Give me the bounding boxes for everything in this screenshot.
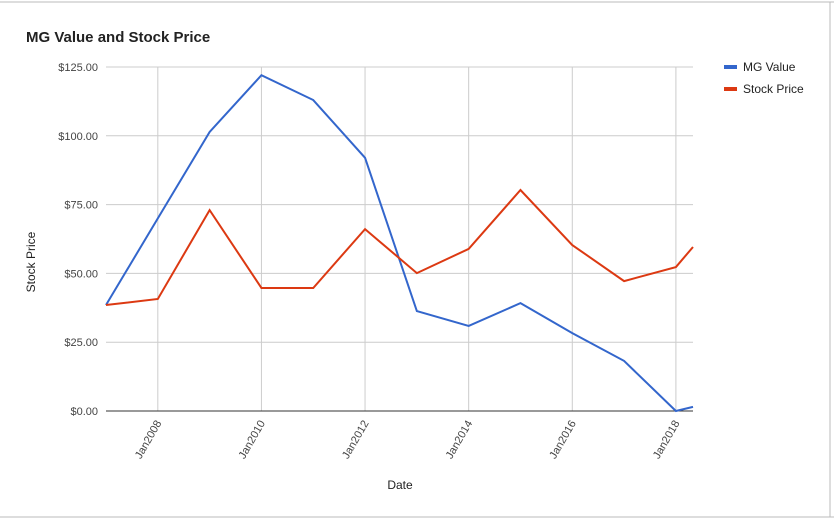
y-tick-label: $100.00 — [58, 131, 98, 143]
y-tick-label: $25.00 — [64, 337, 98, 349]
y-tick-label: $50.00 — [64, 268, 98, 280]
legend-swatch — [724, 65, 737, 69]
x-axis-label: Date — [387, 478, 413, 492]
legend-label: MG Value — [743, 60, 796, 74]
line-series — [105, 188, 694, 307]
y-tick-label: $0.00 — [70, 406, 98, 418]
line-series — [105, 74, 694, 413]
legend-label: Stock Price — [743, 82, 804, 96]
y-tick-label: $125.00 — [58, 62, 98, 74]
y-axis-label: Stock Price — [24, 231, 38, 292]
legend-swatch — [724, 87, 737, 91]
chart-title: MG Value and Stock Price — [26, 29, 210, 46]
y-tick-label: $75.00 — [64, 200, 98, 212]
